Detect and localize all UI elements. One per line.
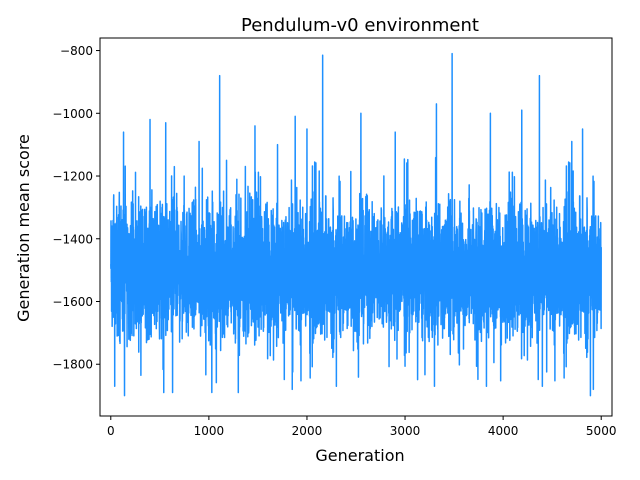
x-tick-label: 0 bbox=[107, 424, 115, 438]
y-tick-label: −1000 bbox=[52, 107, 93, 121]
y-tick-label: −1600 bbox=[52, 295, 93, 309]
y-axis: −1800 −1600 −1400 −1200 −1000 −800 bbox=[52, 44, 100, 372]
series-line bbox=[110, 52, 602, 397]
x-tick-label: 4000 bbox=[488, 424, 519, 438]
plot-area bbox=[99, 37, 613, 417]
x-axis: 0 1000 2000 3000 4000 5000 bbox=[107, 416, 617, 438]
x-axis-label: Generation bbox=[315, 446, 404, 465]
x-tick-label: 2000 bbox=[292, 424, 323, 438]
x-tick-label: 3000 bbox=[390, 424, 421, 438]
x-tick-label: 5000 bbox=[586, 424, 617, 438]
chart-title: Pendulum-v0 environment bbox=[241, 15, 479, 36]
x-tick-label: 1000 bbox=[194, 424, 225, 438]
y-tick-label: −1200 bbox=[52, 170, 93, 184]
y-tick-label: −1800 bbox=[52, 358, 93, 372]
y-axis-label: Generation mean score bbox=[14, 134, 33, 322]
plot-frame bbox=[99, 37, 613, 417]
y-tick-label: −1400 bbox=[52, 232, 93, 246]
y-tick-label: −800 bbox=[60, 44, 93, 58]
